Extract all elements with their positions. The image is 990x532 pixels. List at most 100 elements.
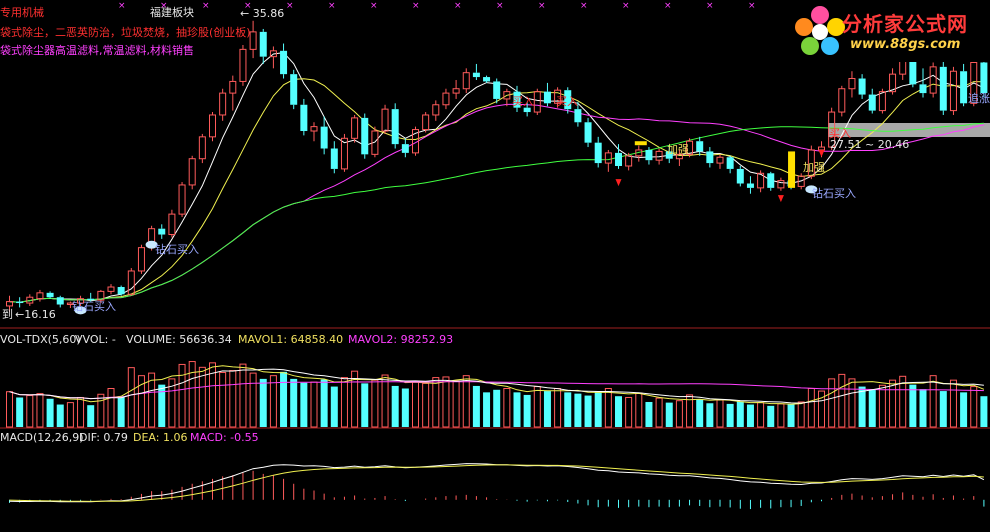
chase-label: 追涨 [968, 92, 990, 105]
candle-body [442, 92, 450, 106]
candle [635, 145, 643, 162]
candle [696, 136, 704, 156]
volume-bar [939, 391, 947, 427]
volume-bar [554, 388, 562, 428]
candle-body [533, 91, 541, 113]
diamond-signal-icon [145, 240, 158, 249]
candle [127, 268, 135, 296]
candle-body [188, 158, 196, 186]
candle [310, 122, 318, 142]
candle-body [198, 136, 206, 160]
volume-bar [361, 383, 369, 427]
candle [452, 79, 460, 99]
volume-bar [716, 399, 724, 428]
candle-body [807, 149, 815, 177]
candle-body [56, 297, 64, 305]
candle [503, 88, 511, 107]
candle-body [310, 126, 318, 132]
volume-bar [523, 394, 531, 427]
buy-arrow-icon [615, 179, 622, 187]
candle-body [767, 173, 775, 188]
candle [269, 46, 277, 69]
candle-body [46, 292, 54, 298]
volume-bar [412, 380, 419, 428]
candle-body [66, 302, 74, 306]
candle [56, 295, 64, 308]
top-marker: × [118, 1, 126, 11]
candle-body [239, 48, 247, 82]
volume-bar [878, 384, 886, 428]
candle [442, 88, 450, 110]
candle-body [909, 58, 917, 85]
volume-bar [858, 386, 866, 427]
candle-body [330, 148, 338, 169]
volume-bar [604, 388, 612, 428]
candle-body [675, 153, 683, 160]
candle-body [878, 91, 886, 112]
candle-body [472, 72, 480, 78]
candle [137, 244, 145, 274]
volume-bar [26, 395, 34, 428]
volume-bar [137, 375, 145, 428]
top-marker: × [160, 1, 168, 11]
candle-body [290, 74, 298, 105]
volume-bar [483, 392, 491, 427]
candle-body [645, 149, 653, 161]
candle [523, 101, 531, 117]
top-marker: × [328, 1, 336, 11]
volume-bar [340, 377, 348, 428]
candle-body [219, 92, 227, 116]
candle-body [818, 146, 825, 151]
candle [391, 103, 399, 149]
candle [381, 104, 389, 134]
candle [209, 112, 216, 142]
volume-bar [929, 375, 937, 428]
candle-body [249, 31, 257, 50]
candle-body [107, 286, 115, 292]
candle [767, 171, 775, 191]
volume-bar [594, 391, 602, 427]
low-price-value: 16.16 [24, 308, 56, 321]
volume-bar [909, 384, 917, 427]
candle [675, 149, 683, 166]
candle [280, 43, 288, 79]
candle-body [949, 70, 957, 112]
candle-body [269, 50, 277, 58]
candle [655, 148, 663, 165]
vvol-label: VVOL: - [75, 333, 116, 346]
volume-bar [97, 393, 105, 428]
candle-body [462, 72, 470, 90]
candlesticks [6, 20, 988, 312]
candle [188, 155, 196, 190]
candle-body [300, 104, 308, 132]
volume-bar [178, 363, 186, 428]
concept-line: 袋式除尘，二恶英防治，垃圾焚烧，抽珍股(创业板) [0, 26, 251, 39]
candle-body [87, 298, 95, 301]
candle-body [939, 66, 947, 111]
candle-body [412, 129, 419, 154]
candle [229, 75, 237, 111]
candle-body [229, 80, 237, 94]
arrow-left-icon: ← [15, 308, 25, 321]
volume-bar [736, 401, 744, 427]
candle [412, 126, 419, 156]
volume-bar [513, 392, 521, 427]
volume-bar [148, 372, 156, 428]
volume-bar [696, 399, 704, 427]
volume-bar [127, 367, 135, 428]
buy-signal-label-1: 钻石买入 [72, 300, 116, 313]
candle-body [696, 141, 704, 152]
candle [706, 147, 714, 168]
candle-body [726, 157, 734, 169]
volume-bar [584, 395, 592, 427]
candle-body [361, 117, 369, 155]
volume-average-lines [9, 365, 985, 405]
candle [828, 107, 836, 150]
volume-bar [391, 385, 399, 427]
candle-body [158, 228, 166, 235]
volume-bar [198, 366, 206, 428]
top-marker: × [538, 1, 546, 11]
volume-bar [462, 375, 470, 428]
candle-body [523, 107, 531, 113]
candle [929, 62, 937, 98]
